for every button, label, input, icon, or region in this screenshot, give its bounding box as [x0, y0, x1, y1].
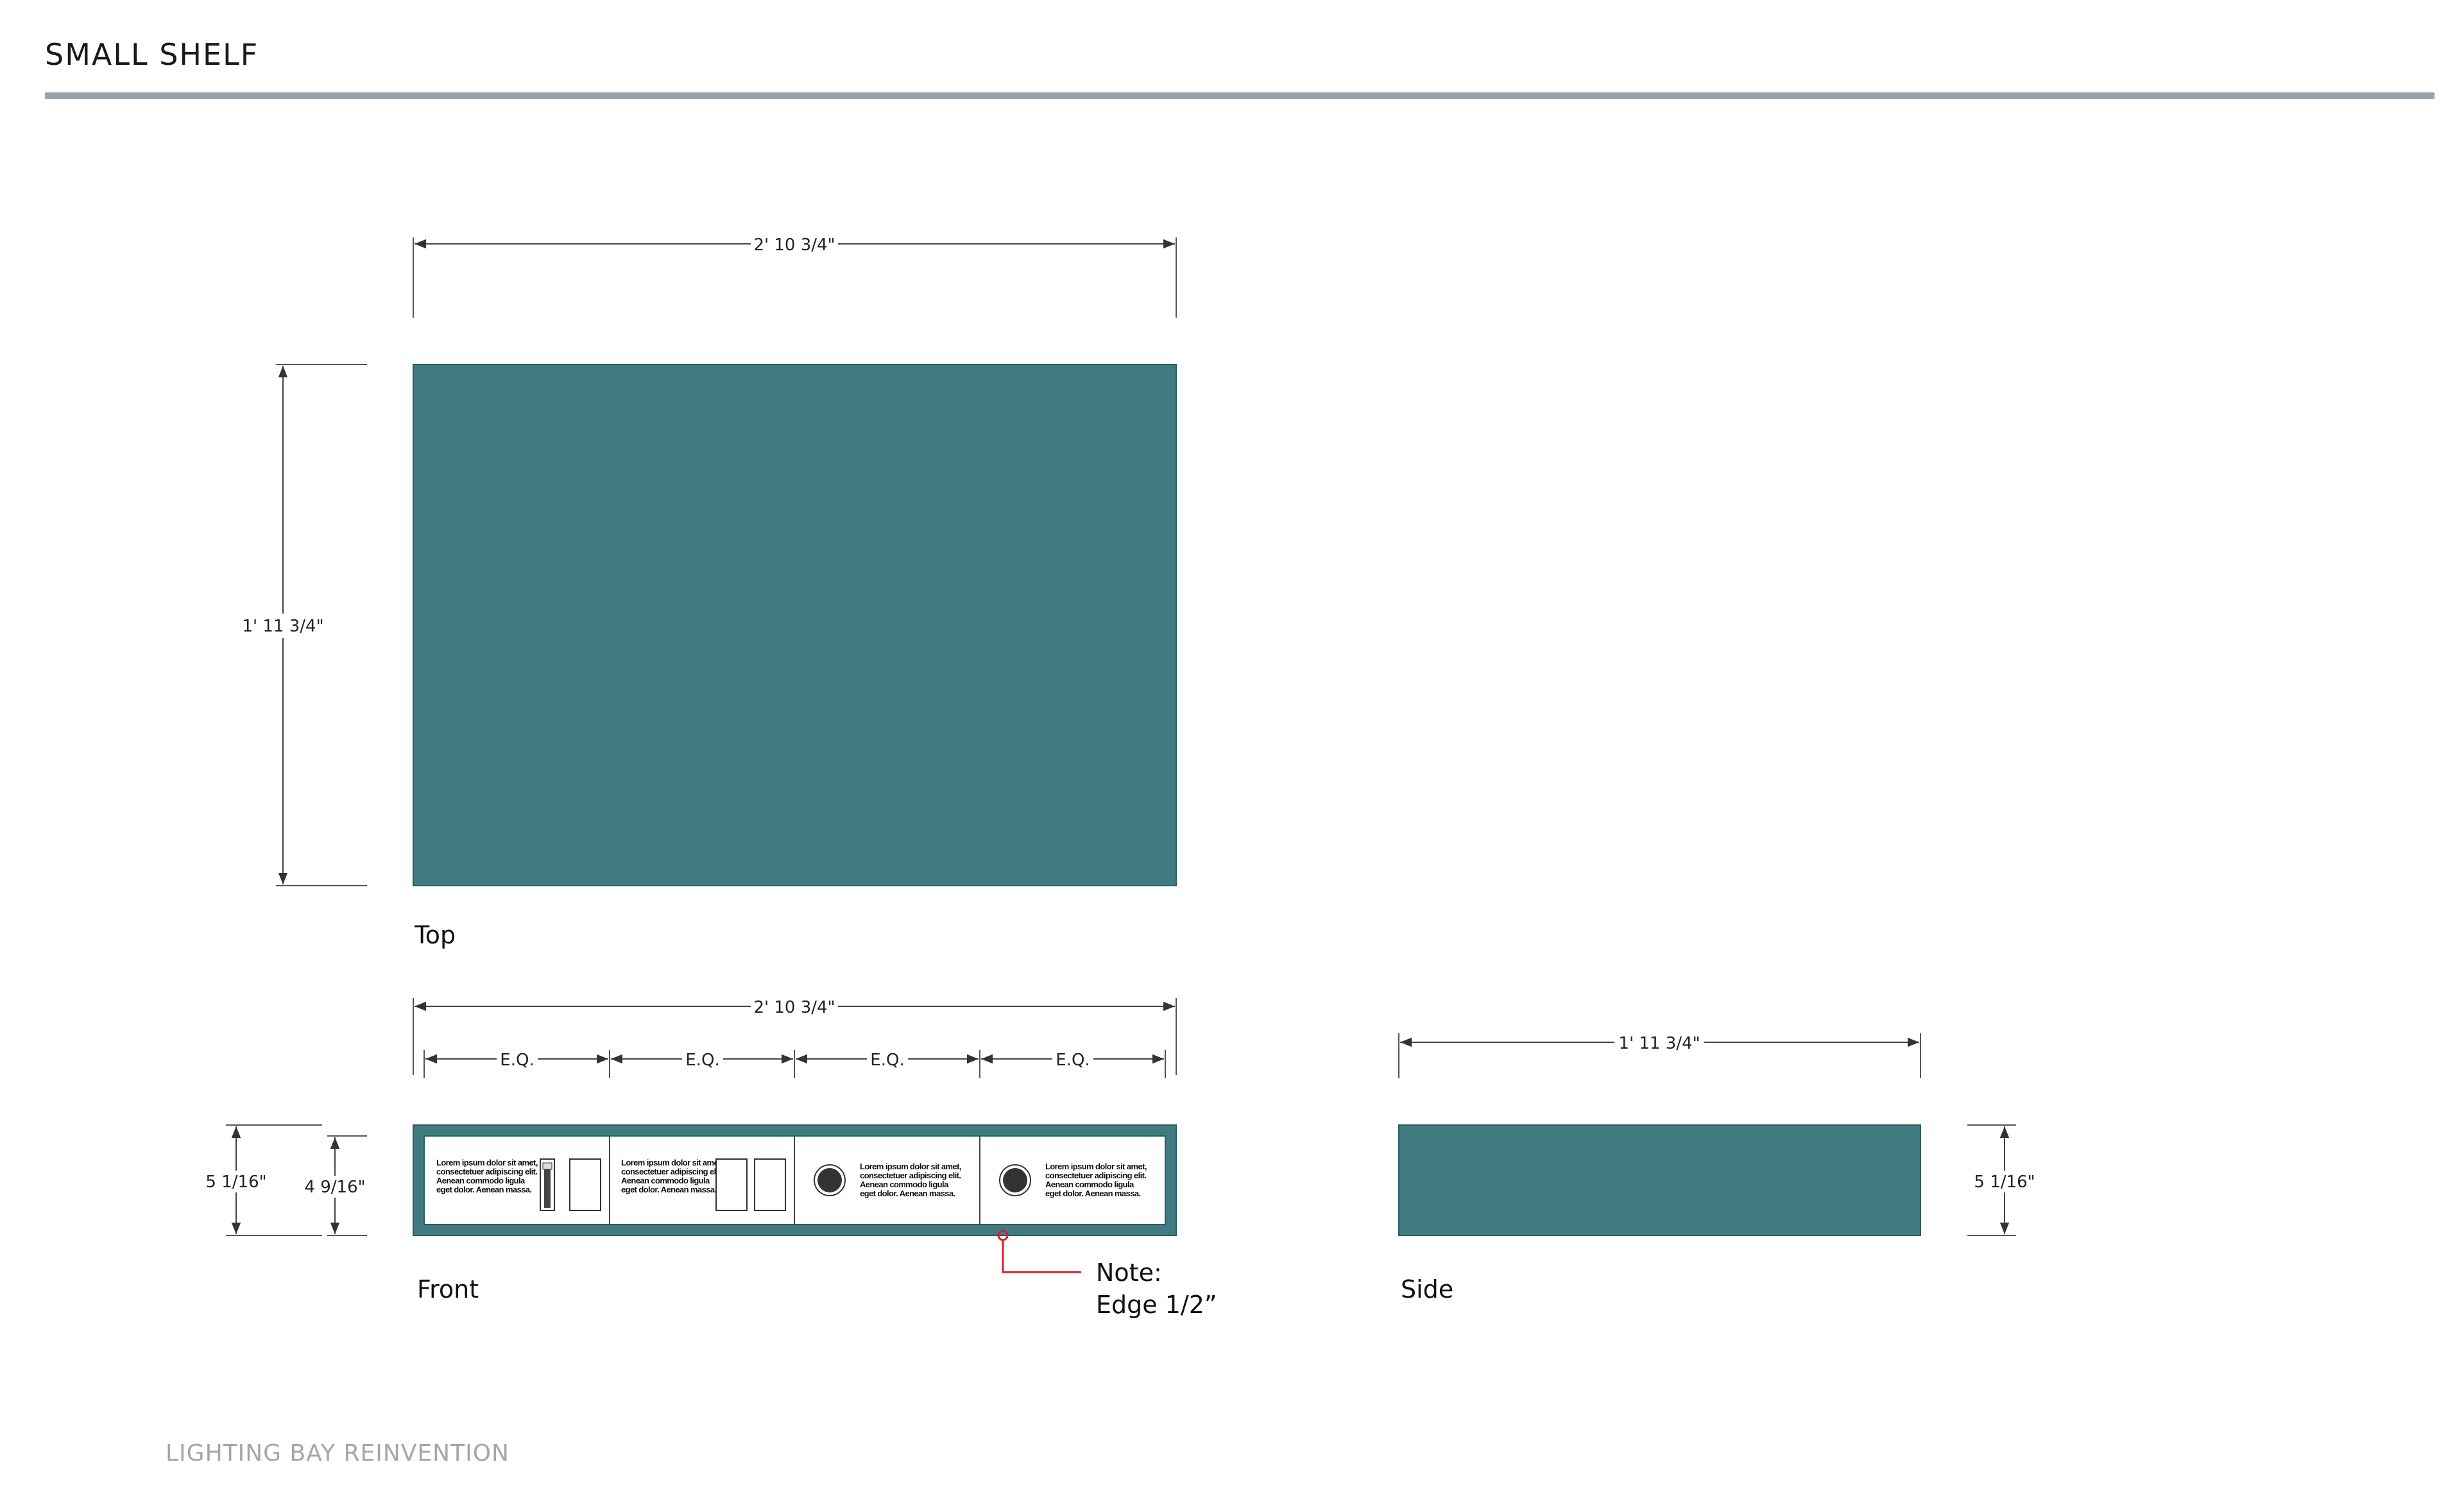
double-rocker-icon [715, 1158, 786, 1211]
module-2: Lorem ipsum dolor sit amet, consectetuer… [621, 1158, 786, 1211]
slider-switch-icon [540, 1158, 555, 1211]
svg-text:Lorem ipsum dolor sit amet,: Lorem ipsum dolor sit amet, [1045, 1162, 1147, 1171]
svg-text:Lorem ipsum dolor sit amet,: Lorem ipsum dolor sit amet, [436, 1158, 538, 1167]
svg-text:Aenean commodo ligula: Aenean commodo ligula [1045, 1180, 1134, 1189]
module-4: Lorem ipsum dolor sit amet, consectetuer… [999, 1162, 1147, 1198]
side-panel [1398, 1124, 1921, 1236]
top-height-dimension: 1' 11 3/4" [242, 617, 323, 636]
title-divider [45, 92, 2434, 99]
svg-text:consectetuer adipiscing elit.: consectetuer adipiscing elit. [436, 1167, 537, 1176]
svg-text:consectetuer adipiscing elit.: consectetuer adipiscing elit. [860, 1171, 961, 1180]
page-title: SMALL SHELF [45, 37, 259, 72]
svg-text:Aenean commodo ligula: Aenean commodo ligula [621, 1176, 710, 1185]
top-width-dimension: 2' 10 3/4" [753, 236, 835, 255]
top-view-label: Top [414, 921, 456, 949]
svg-text:consectetuer adipiscing elit.: consectetuer adipiscing elit. [621, 1167, 722, 1176]
top-view: 2' 10 3/4" 1' 11 3/4" Top [239, 232, 1177, 949]
module-1: Lorem ipsum dolor sit amet, consectetuer… [436, 1158, 601, 1211]
side-view-label: Side [1401, 1275, 1453, 1303]
module-3: Lorem ipsum dolor sit amet, consectetuer… [814, 1162, 961, 1198]
front-width-dimension: 2' 10 3/4" [753, 998, 835, 1017]
svg-text:eget dolor. Aenean massa.: eget dolor. Aenean massa. [860, 1189, 955, 1198]
eq-segment-2: E.Q. [685, 1051, 719, 1070]
note-title: Note: [1096, 1259, 1162, 1287]
svg-text:eget dolor. Aenean massa.: eget dolor. Aenean massa. [436, 1185, 532, 1194]
note-edge: Edge 1/2” [1096, 1291, 1217, 1319]
front-outer-height-dimension: 5 1/16" [205, 1173, 266, 1192]
top-panel [413, 364, 1177, 886]
side-height-dimension: 5 1/16" [1974, 1173, 2035, 1192]
project-footer: LIGHTING BAY REINVENTION [166, 1440, 509, 1466]
blank-plate-icon [569, 1158, 601, 1211]
eq-segment-4: E.Q. [1056, 1051, 1090, 1070]
svg-text:consectetuer adipiscing elit.: consectetuer adipiscing elit. [1045, 1171, 1146, 1180]
svg-text:Aenean commodo ligula: Aenean commodo ligula [860, 1180, 949, 1189]
round-button-icon [999, 1164, 1031, 1196]
round-button-icon [814, 1164, 846, 1196]
svg-text:eget dolor. Aenean massa.: eget dolor. Aenean massa. [1045, 1189, 1141, 1198]
side-width-dimension: 1' 11 3/4" [1618, 1034, 1700, 1053]
svg-text:eget dolor. Aenean massa.: eget dolor. Aenean massa. [621, 1185, 717, 1194]
edge-note-callout: Note: Edge 1/2” [997, 1230, 1217, 1319]
svg-text:Lorem ipsum dolor sit amet,: Lorem ipsum dolor sit amet, [860, 1162, 961, 1171]
front-view: 2' 10 3/4" E.Q. E.Q. E.Q. E.Q. 5 1/16" 4… [204, 995, 1217, 1319]
svg-text:Aenean commodo ligula: Aenean commodo ligula [436, 1176, 526, 1185]
eq-segment-3: E.Q. [870, 1051, 904, 1070]
side-view: 1' 11 3/4" 5 1/16" Side [1398, 1031, 2037, 1303]
front-inner-height-dimension: 4 9/16" [304, 1178, 365, 1197]
front-view-label: Front [417, 1275, 479, 1303]
svg-text:Lorem ipsum dolor sit amet,: Lorem ipsum dolor sit amet, [621, 1158, 723, 1167]
eq-segment-1: E.Q. [500, 1051, 534, 1070]
